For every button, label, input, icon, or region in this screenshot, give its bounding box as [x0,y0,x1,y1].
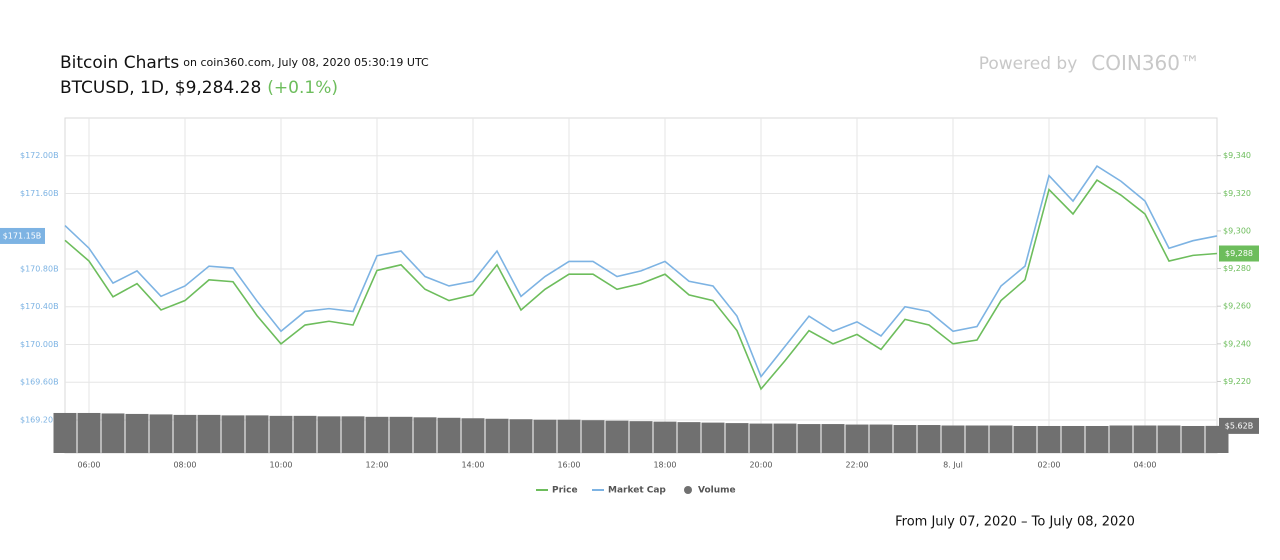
x-tick-label: 20:00 [749,461,772,470]
chart-title: Bitcoin Charts [60,53,179,73]
series-line [64,165,1218,379]
plot-frame [64,117,1218,454]
volume-bar [413,417,437,453]
volume-bar [629,421,653,453]
volume-bar [821,424,845,453]
y2-tick-label: $9,280 [1223,264,1251,273]
volume-bar [317,416,341,453]
volume-bar [53,412,77,453]
series-line [64,179,1218,391]
volume-bar [365,416,389,453]
volume-bar [221,415,245,453]
legend-swatch [684,486,692,494]
volume-bar [485,418,509,453]
volume-bar [101,413,125,453]
title-line: Bitcoin Charts on coin360.com, July 08, 2… [60,53,429,73]
volume-bar [701,422,725,453]
volume-bar [389,416,413,453]
volume-bar [1085,425,1109,453]
y-tick-label: $170.80B [20,264,59,273]
x-tick-label: 10:00 [269,461,292,470]
current-value-label: $9,288 [1225,249,1253,258]
x-tick-label: 08:00 [173,461,196,470]
volume-bar [197,414,221,453]
volume-bar [293,415,317,453]
y-tick-label: $170.00B [20,340,59,349]
ticker-line: BTCUSD, 1D, $9,284.28 (+0.1%) [60,78,338,98]
volume-bar [461,418,485,453]
volume-bar [173,414,197,453]
current-value-box [0,227,45,244]
y-tick-label: $172.00B [20,151,59,160]
x-tick-label: 12:00 [365,461,388,470]
volume-bar [917,425,941,453]
x-tick-label: 16:00 [557,461,580,470]
x-tick-label: 8. Jul [943,461,963,470]
current-value-label: $5.62B [1225,421,1253,430]
volume-bar [509,419,533,453]
y-tick-label: $169.60B [20,378,59,387]
legend-label: Price [552,486,578,496]
y2-tick-label: $9,260 [1223,302,1251,311]
volume-bar [749,423,773,453]
x-tick-label: 06:00 [77,461,100,470]
volume-bar [437,417,461,453]
y2-tick-label: $9,340 [1223,151,1251,160]
volume-bar [893,425,917,453]
volume-bar [341,416,365,453]
y2-tick-label: $9,300 [1223,226,1251,235]
y2-tick-label: $9,220 [1223,377,1251,386]
brand-line: Powered by COIN360™ [979,51,1200,75]
volume-bar [1013,425,1037,453]
x-tick-label: 04:00 [1133,461,1156,470]
ticker: BTCUSD, 1D, $9,284.28 [60,78,261,98]
volume-bar [773,423,797,453]
volume-bar [533,419,557,453]
x-tick-label: 02:00 [1037,461,1060,470]
volume-bar [653,421,677,453]
x-tick-label: 22:00 [845,461,868,470]
volume-bar [941,425,965,453]
volume-bar [269,415,293,453]
volume-bar [965,425,989,453]
volume-bar [557,419,581,453]
brand-prefix: Powered by [979,54,1078,74]
current-value-label: $171.15B [3,231,42,240]
current-value-box [1219,245,1259,262]
volume-bar [1061,425,1085,453]
y2-tick-label: $9,320 [1223,189,1251,198]
volume-bar [845,424,869,453]
volume-bar [1181,425,1205,453]
y-tick-label: $171.60B [20,189,59,198]
volume-bar [149,414,173,453]
volume-bar [989,425,1013,453]
change: (+0.1%) [267,78,338,98]
brand: COIN360™ [1091,51,1200,75]
chart-subtitle: on coin360.com, July 08, 2020 05:30:19 U… [183,56,429,69]
volume-bar [1109,425,1133,453]
volume-bar [677,422,701,453]
volume-bar [725,423,749,453]
volume-bar [797,424,821,453]
y-tick-label: $169.20B [20,415,59,424]
volume-bar [125,413,149,453]
y-tick-label: $170.40B [20,302,59,311]
volume-bar [245,415,269,453]
footer: From July 07, 2020 – To July 08, 2020 [895,515,1135,530]
x-tick-label: 14:00 [461,461,484,470]
legend-label: Volume [698,486,736,496]
volume-bar [869,424,893,453]
x-tick-label: 18:00 [653,461,676,470]
legend-label: Market Cap [608,486,666,496]
current-value-box [1219,417,1259,434]
y2-tick-label: $9,240 [1223,339,1251,348]
volume-bar [581,420,605,453]
volume-bar [1157,425,1181,453]
volume-bar [77,412,101,453]
volume-bar [605,420,629,453]
volume-bar [1133,425,1157,453]
volume-bar [1037,425,1061,453]
